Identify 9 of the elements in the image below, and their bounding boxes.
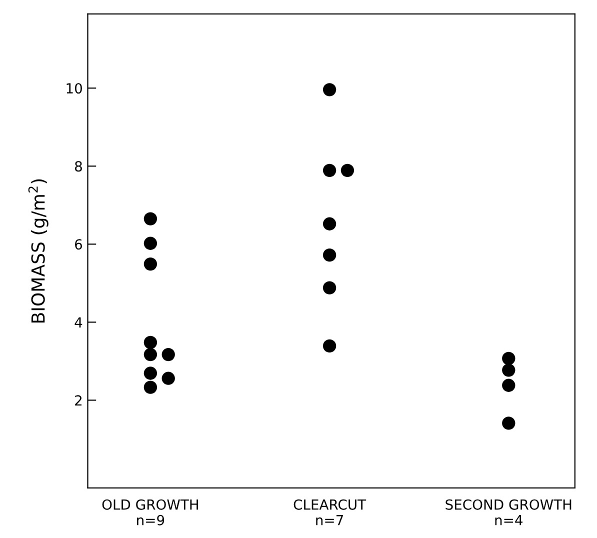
x-tick-label: SECOND GROWTH n=4 xyxy=(446,499,572,526)
x-tick-label: OLD GROWTH n=9 xyxy=(102,499,198,526)
y-axis-title: BIOMASS (g/m$^{2}$) xyxy=(28,179,48,323)
y-tick-label: 2 xyxy=(75,395,82,406)
y-tick-label: 10 xyxy=(66,83,82,94)
y-tick-label: 4 xyxy=(74,317,82,328)
x-tick-label: CLEARCUT n=7 xyxy=(294,499,366,526)
y-tick-label: 8 xyxy=(75,161,82,172)
y-tick-label: 6 xyxy=(75,239,82,250)
